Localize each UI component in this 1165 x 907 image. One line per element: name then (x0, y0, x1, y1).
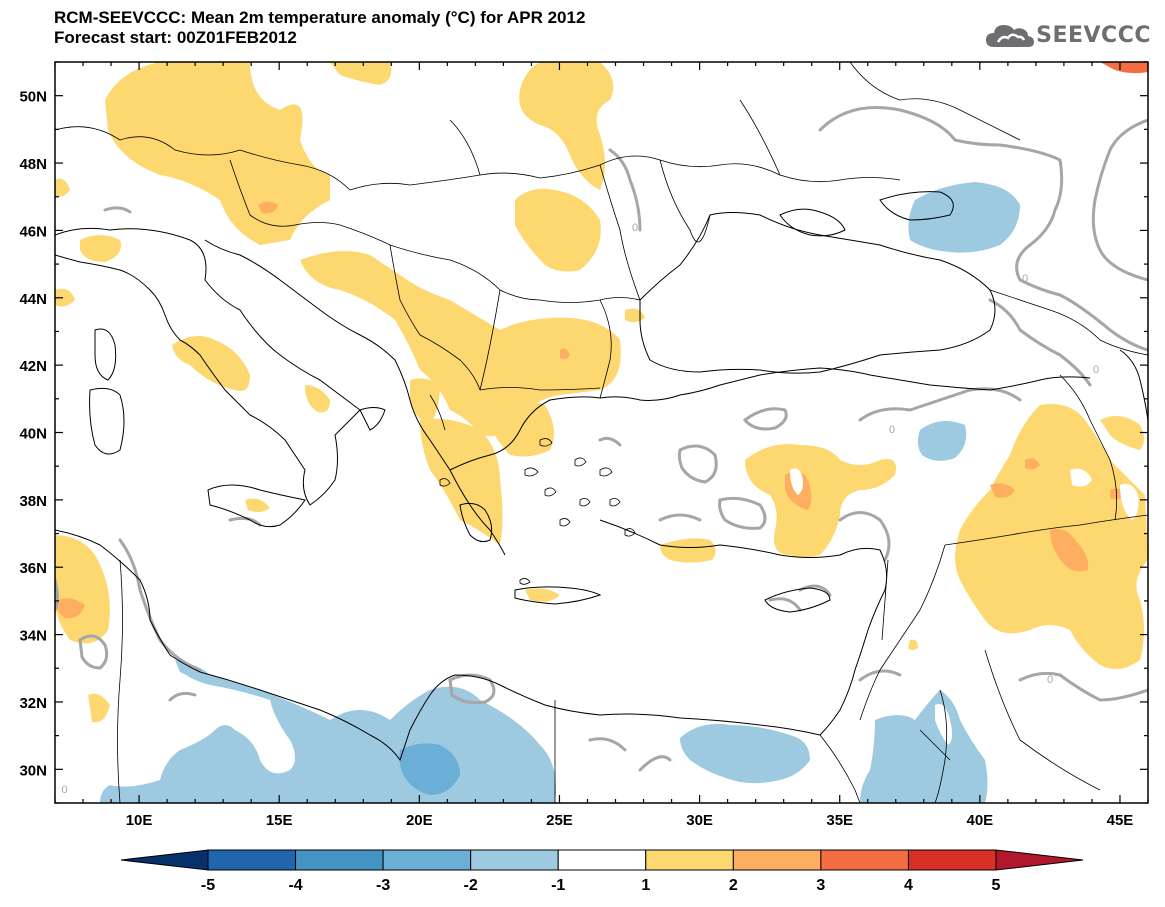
cloud-icon (986, 25, 1035, 47)
colorbar-segment (732, 849, 822, 871)
colorbar-label: 5 (992, 877, 1001, 894)
chart-title: RCM-SEEVCCC: Mean 2m temperature anomaly… (54, 8, 585, 48)
colorbar-label: 2 (729, 877, 738, 894)
contour-label: 0 (1093, 364, 1099, 376)
lon-tick-label: 30E (686, 812, 713, 829)
colorbar-label: -4 (288, 877, 302, 894)
colorbar-label: 4 (904, 877, 913, 894)
colorbar-segment (820, 849, 909, 871)
cool-strong-anomaly-areas (399, 743, 460, 795)
colorbar-segment (907, 849, 997, 871)
colorbar-segment (557, 849, 647, 871)
lon-tick-label: 25E (546, 812, 573, 829)
hot-anomaly-areas (1100, 62, 1148, 74)
lat-tick-label: 50N (19, 89, 47, 106)
zero-contours (55, 106, 1148, 772)
colorbar-label: 1 (641, 877, 650, 894)
contour-label: 0 (1022, 273, 1028, 285)
colorbar-segment (382, 849, 472, 871)
lat-tick-label: 32N (19, 695, 47, 712)
lat-tick-label: 48N (19, 156, 47, 173)
lat-tick-label: 40N (19, 426, 47, 443)
colorbar-segment (207, 849, 297, 871)
seevccc-logo: SEEVCCC (984, 20, 1151, 50)
colorbar-max-triangle (995, 849, 1084, 871)
lat-tick-label: 46N (19, 223, 47, 240)
lon-tick-label: 40E (966, 812, 993, 829)
title-line-1: RCM-SEEVCCC: Mean 2m temperature anomaly… (54, 8, 586, 27)
contour-label: 0 (889, 424, 895, 436)
colorbar-segment (645, 849, 734, 871)
colorbar-segment (470, 849, 559, 871)
title-line-2: Forecast start: 00Z01FEB2012 (54, 28, 297, 47)
lon-tick-label: 35E (826, 812, 853, 829)
country-borders (55, 62, 1148, 803)
colorbar-label: -1 (551, 877, 565, 894)
lat-tick-label: 42N (19, 358, 47, 375)
map-axes: 10E 15E 20E 25E 30E 35E 40E 45E 50N 48N 46N 44N 42N 4… (19, 61, 1149, 829)
aegean-islands (439, 438, 636, 585)
contour-label: 0 (1047, 674, 1053, 686)
contour-label: 0 (632, 222, 638, 234)
colorbar-min-triangle (120, 849, 209, 871)
coastlines (55, 191, 1148, 762)
colorbar-segment (295, 849, 384, 871)
lat-tick-label: 36N (19, 560, 47, 577)
lon-tick-label: 10E (126, 812, 153, 829)
lat-tick-label: 44N (19, 291, 47, 308)
colorbar-label: 3 (816, 877, 825, 894)
lat-tick-label: 30N (19, 762, 47, 779)
lon-tick-label: 45E (1107, 812, 1134, 829)
lon-tick-label: 15E (266, 812, 293, 829)
cool-anomaly-areas (100, 182, 1020, 803)
contour-label: 0 (62, 784, 68, 796)
lat-tick-label: 38N (19, 493, 47, 510)
lon-tick-label: 20E (406, 812, 433, 829)
colorbar-label: -3 (376, 877, 390, 894)
colorbar-label: -5 (201, 877, 215, 894)
logo-text: SEEVCCC (1036, 22, 1151, 48)
colorbar-label: -2 (464, 877, 478, 894)
colorbar: -5 -4 -3 -2 -1 1 2 3 4 5 (120, 849, 1084, 894)
lat-tick-label: 34N (19, 628, 47, 645)
